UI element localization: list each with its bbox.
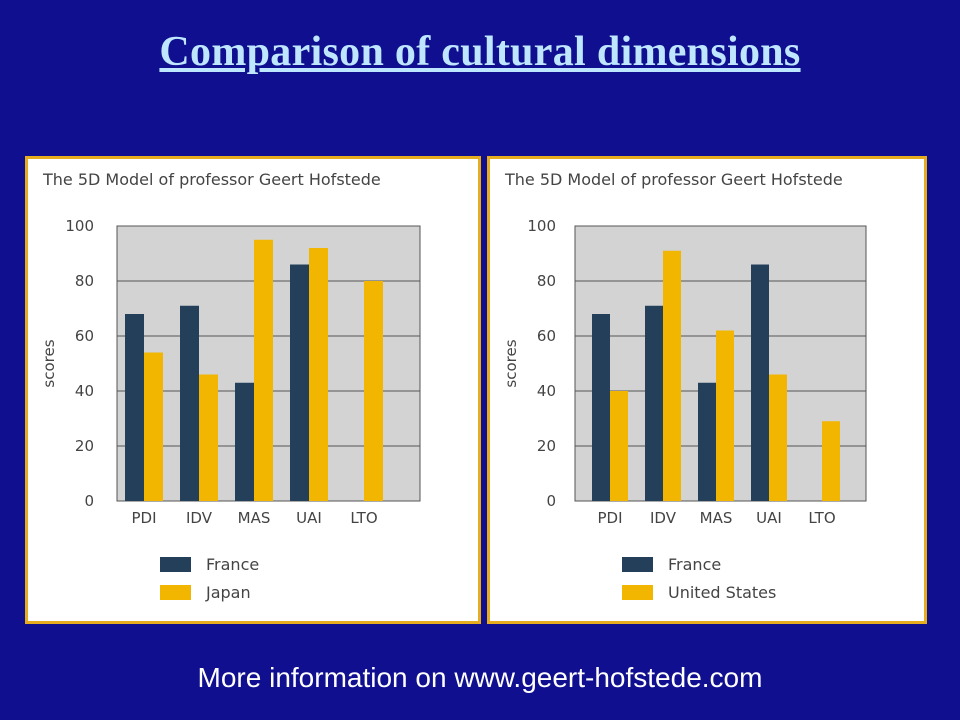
bar-united-states-lto [822, 421, 840, 501]
y-tick-label: 60 [537, 327, 556, 345]
y-tick-label: 0 [84, 492, 94, 510]
bar-japan-mas [254, 239, 273, 501]
y-tick-label: 80 [75, 272, 94, 290]
bar-france-mas [235, 382, 254, 501]
bar-france-idv [180, 305, 199, 501]
x-tick-label: IDV [186, 509, 213, 527]
chart-title: The 5D Model of professor Geert Hofstede [504, 170, 843, 189]
x-tick-label: LTO [808, 509, 835, 527]
legend-label: United States [668, 583, 776, 602]
y-tick-label: 20 [537, 437, 556, 455]
footer-link-text[interactable]: More information on www.geert-hofstede.c… [197, 662, 763, 693]
y-tick-label: 100 [527, 217, 556, 235]
chart-panel-france-us: The 5D Model of professor Geert Hofstede… [487, 156, 927, 624]
bar-france-idv [645, 305, 663, 501]
legend-label: France [668, 555, 721, 574]
legend-label: France [206, 555, 259, 574]
y-tick-label: 20 [75, 437, 94, 455]
y-tick-label: 80 [537, 272, 556, 290]
x-tick-label: UAI [756, 509, 782, 527]
y-tick-label: 40 [537, 382, 556, 400]
bar-united-states-idv [663, 250, 681, 501]
y-tick-label: 0 [546, 492, 556, 510]
bar-chart-france-us: The 5D Model of professor Geert Hofstede… [502, 170, 867, 602]
x-tick-label: IDV [650, 509, 677, 527]
bar-chart-france-japan: The 5D Model of professor Geert Hofstede… [40, 170, 421, 602]
bar-japan-lto [364, 281, 383, 501]
x-tick-label: LTO [350, 509, 377, 527]
bar-united-states-pdi [610, 391, 628, 501]
y-tick-label: 40 [75, 382, 94, 400]
legend-swatch [622, 585, 653, 600]
bar-japan-pdi [144, 352, 163, 501]
x-tick-label: UAI [296, 509, 322, 527]
x-tick-label: MAS [238, 509, 271, 527]
bar-france-uai [290, 264, 309, 501]
chart-title: The 5D Model of professor Geert Hofstede [42, 170, 381, 189]
x-tick-label: PDI [597, 509, 622, 527]
bar-japan-uai [309, 248, 328, 501]
bar-united-states-uai [769, 374, 787, 501]
legend-swatch [622, 557, 653, 572]
y-tick-label: 100 [65, 217, 94, 235]
bar-france-pdi [125, 314, 144, 501]
slide-title: Comparison of cultural dimensions [159, 29, 801, 75]
chart-panel-france-japan: The 5D Model of professor Geert Hofstede… [25, 156, 481, 624]
x-tick-label: MAS [700, 509, 733, 527]
legend-label: Japan [205, 583, 251, 602]
y-axis-label: scores [502, 339, 520, 387]
bar-france-uai [751, 264, 769, 501]
y-axis-label: scores [40, 339, 58, 387]
y-tick-label: 60 [75, 327, 94, 345]
x-tick-label: PDI [131, 509, 156, 527]
legend-swatch [160, 585, 191, 600]
bar-japan-idv [199, 374, 218, 501]
bar-france-mas [698, 382, 716, 501]
bar-france-pdi [592, 314, 610, 501]
legend-swatch [160, 557, 191, 572]
bar-united-states-mas [716, 330, 734, 501]
